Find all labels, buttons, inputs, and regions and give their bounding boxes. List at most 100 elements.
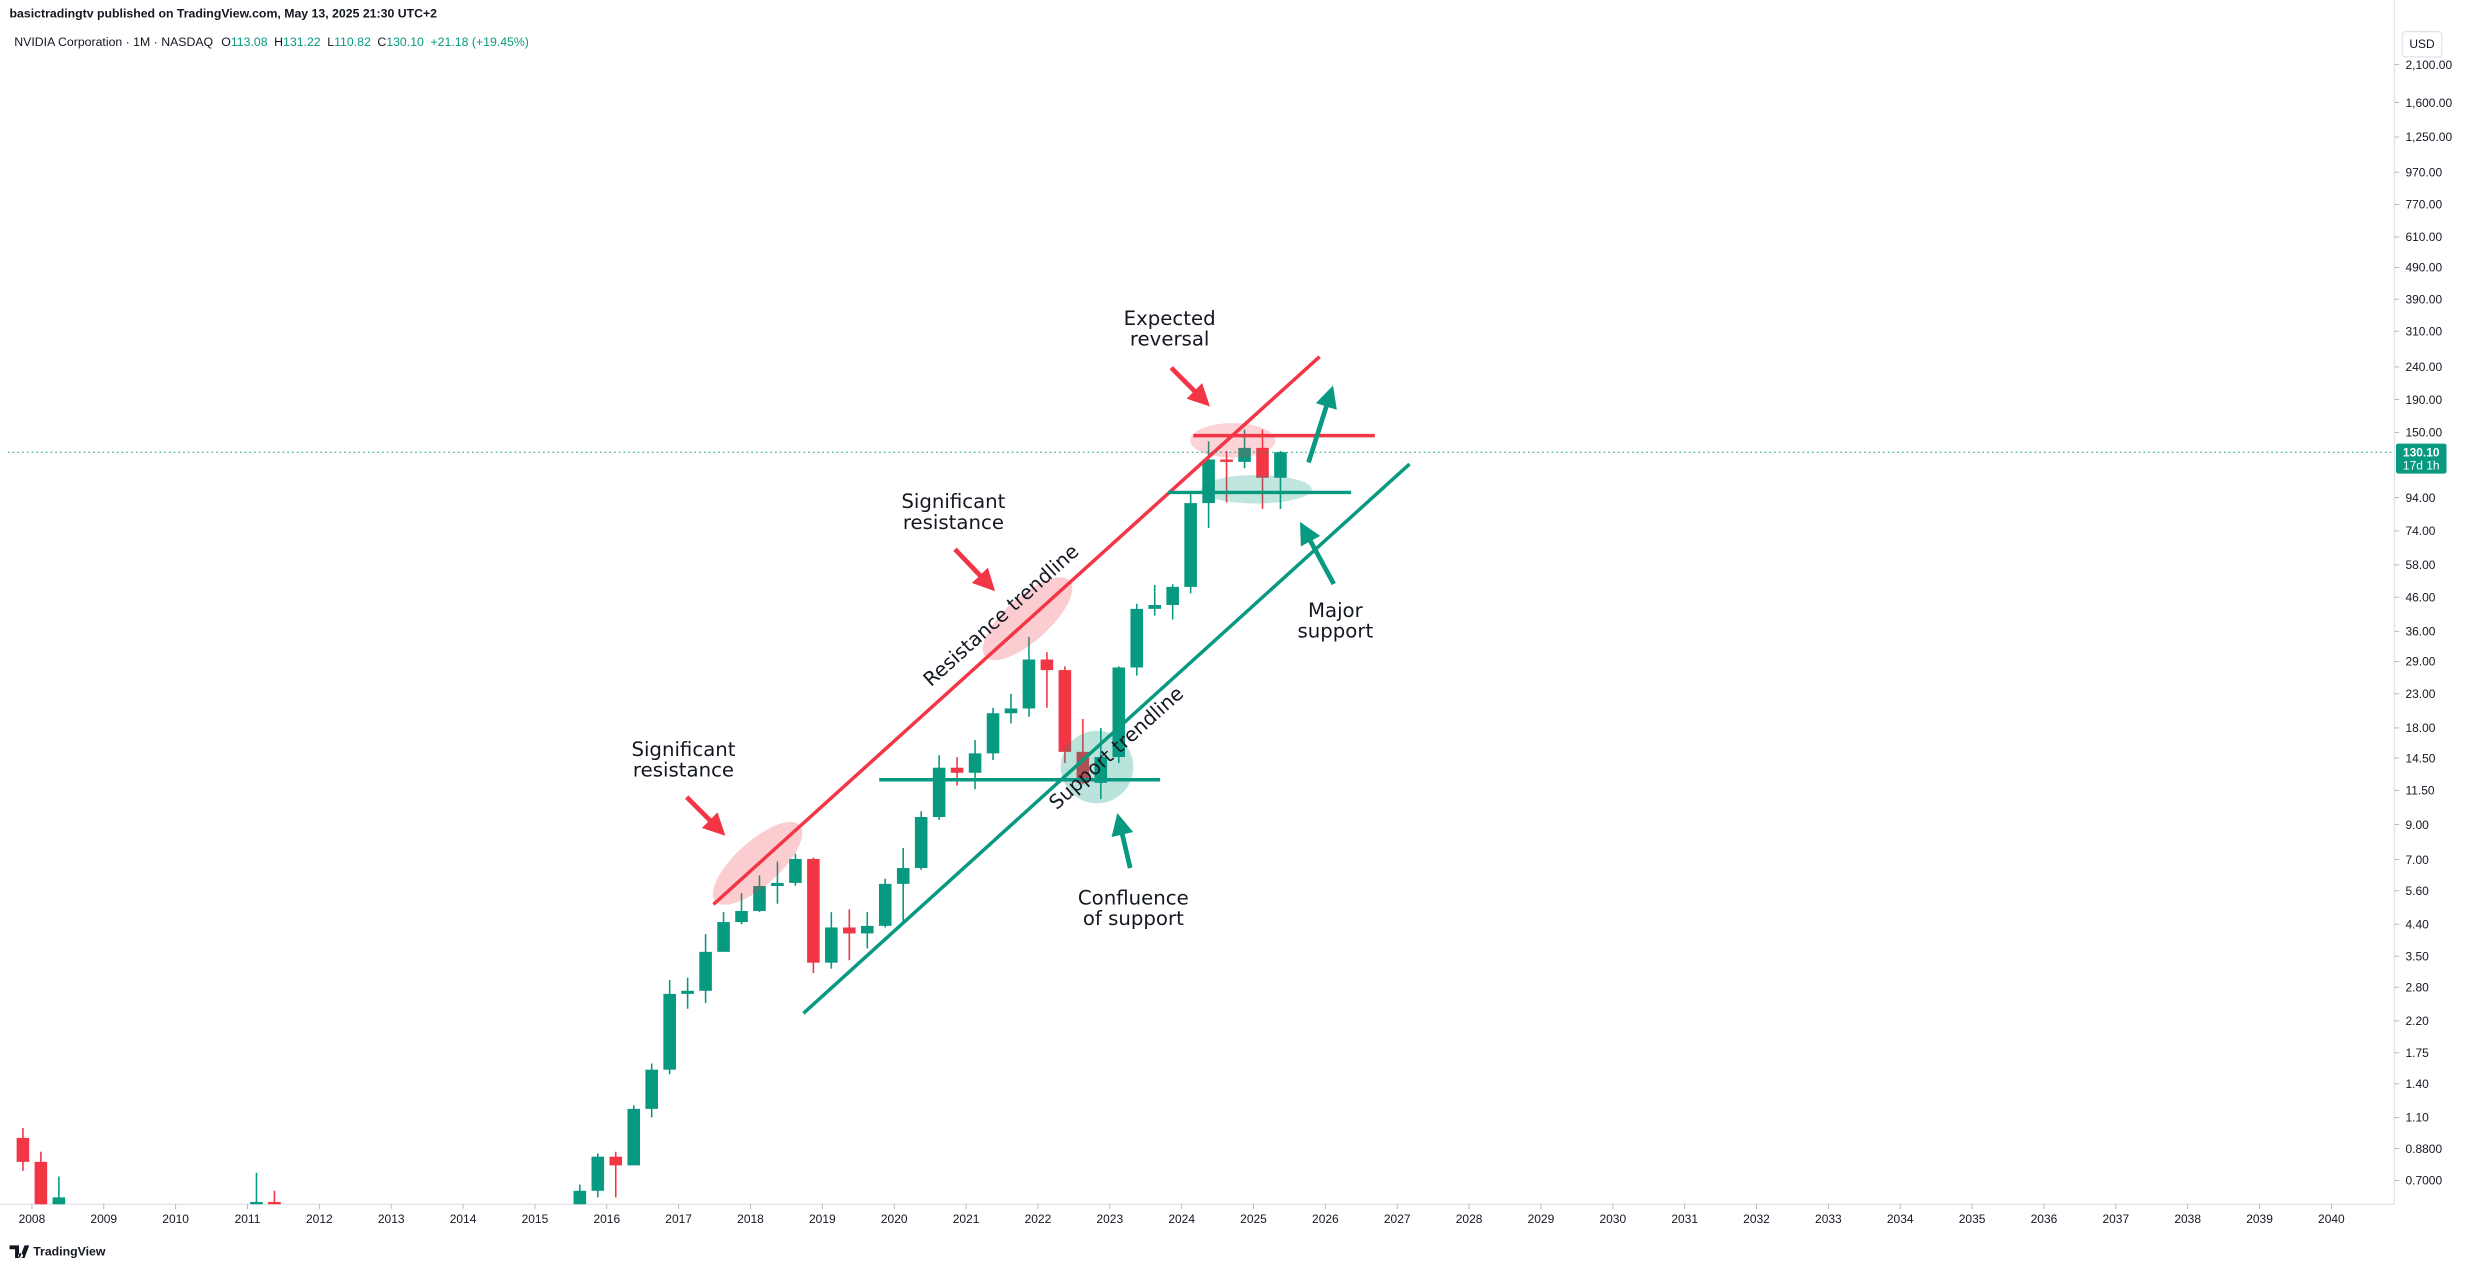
y-tick-label: 2.80: [2405, 981, 2429, 995]
annotation: Expected reversal: [1124, 307, 1216, 351]
candle-body: [573, 1190, 587, 1205]
resistance-trendline: [712, 355, 1321, 906]
candle-body: [1022, 659, 1036, 709]
brand-name: TradingView: [33, 1245, 106, 1259]
annotation-line: Confluence: [1078, 886, 1189, 909]
x-tick-label: 2037: [2102, 1212, 2129, 1226]
candles: [16, 429, 1287, 1205]
x-tick-label: 2021: [953, 1212, 980, 1226]
highlight-zone: [1190, 423, 1276, 458]
candle-body: [627, 1108, 641, 1166]
candle-body: [789, 858, 802, 883]
brand: TradingView: [9, 1245, 106, 1259]
candle-body: [1148, 604, 1161, 609]
y-tick-label: 11.50: [2405, 784, 2434, 798]
candle-body: [1040, 659, 1054, 671]
x-tick-label: 2028: [1456, 1212, 1483, 1226]
x-tick-label: 2038: [2174, 1212, 2201, 1226]
annotation-line: resistance: [903, 511, 1004, 534]
candle-body: [16, 1137, 30, 1162]
x-tick-label: 2014: [450, 1212, 477, 1226]
y-tick-label: 18.00: [2405, 721, 2435, 735]
candle-body: [1076, 751, 1090, 783]
x-tick-label: 2016: [593, 1212, 620, 1226]
y-tick-label: 3.50: [2405, 949, 2429, 963]
publisher-line: basictradingtv published on TradingView.…: [10, 6, 438, 20]
candle-body: [807, 858, 820, 963]
candle-body: [1256, 447, 1269, 478]
candle-body: [699, 951, 712, 991]
y-tick-label: 29.00: [2405, 655, 2435, 669]
x-tick-label: 2030: [1599, 1212, 1626, 1226]
candle-body: [663, 993, 676, 1070]
candle-body: [1058, 670, 1072, 752]
arrow: [1300, 521, 1336, 586]
candle-body: [1220, 459, 1233, 462]
y-tick-label: 0.8800: [2405, 1142, 2442, 1156]
x-tick-label: 2015: [522, 1212, 549, 1226]
y-tick-label: 970.00: [2405, 166, 2442, 180]
currency-box[interactable]: [2401, 30, 2443, 58]
y-tick-label: 1.75: [2405, 1046, 2429, 1060]
y-tick-label: 36.00: [2405, 625, 2435, 639]
candle-body: [1184, 503, 1197, 587]
support-trendline: [802, 462, 1411, 1015]
y-tick-label: 14.50: [2405, 751, 2435, 765]
annotation-line: Significant: [631, 738, 735, 761]
y-tick-label: 2,100.00: [2405, 58, 2452, 72]
candle-body: [771, 882, 784, 887]
x-tick-label: 2013: [378, 1212, 405, 1226]
x-tick-label: 2036: [2031, 1212, 2058, 1226]
y-tick-label: 1,250.00: [2405, 130, 2452, 144]
y-tick-label: 5.60: [2405, 884, 2429, 898]
arrow: [1169, 366, 1210, 407]
arrow: [1306, 385, 1337, 464]
y-tick-label: 490.00: [2405, 261, 2442, 275]
y-tick-label: 23.00: [2405, 687, 2435, 701]
candle-body: [52, 1197, 66, 1205]
x-tick-label: 2033: [1815, 1212, 1842, 1226]
candle-body: [843, 927, 856, 934]
y-tick-label: 58.00: [2405, 558, 2435, 572]
annotation-line: of support: [1083, 907, 1184, 930]
y-tick-label: 310.00: [2405, 325, 2442, 339]
x-tick-label: 2032: [1743, 1212, 1770, 1226]
annotation: Confluence of support: [1078, 886, 1189, 930]
legend-value: 131.22: [283, 35, 321, 49]
annotation-line: resistance: [633, 759, 734, 782]
x-tick-label: 2034: [1887, 1212, 1914, 1226]
x-tick-label: 2018: [737, 1212, 764, 1226]
candle-body: [1004, 708, 1018, 714]
y-tick-label: 46.00: [2405, 590, 2435, 604]
y-tick-label: 770.00: [2405, 198, 2442, 212]
y-tick-label: 7.00: [2405, 853, 2429, 867]
y-tick-label: 1.40: [2405, 1077, 2429, 1091]
candle-body: [681, 990, 694, 994]
x-tick-label: 2012: [306, 1212, 333, 1226]
candle-body: [878, 883, 892, 926]
candle-body: [591, 1156, 605, 1191]
highlight-zone: [1201, 475, 1312, 504]
annotation: Significant resistance: [901, 490, 1005, 534]
brand-logo: [9, 1245, 30, 1258]
x-tick-label: 2035: [1959, 1212, 1986, 1226]
candle-body: [645, 1069, 658, 1109]
y-tick-label: 94.00: [2405, 491, 2435, 505]
last-price-label: 130.10: [2403, 445, 2440, 459]
annotation-line: Significant: [901, 490, 1005, 513]
x-tick-label: 2029: [1528, 1212, 1555, 1226]
x-tick-label: 2023: [1096, 1212, 1123, 1226]
candle-body: [896, 867, 910, 884]
x-tick-label: 2011: [235, 1212, 261, 1226]
candle-body: [34, 1161, 48, 1205]
highlight-zone: [1060, 730, 1134, 804]
y-tick-label: 390.00: [2405, 293, 2442, 307]
x-tick-label: 2025: [1240, 1212, 1267, 1226]
y-tick-label: 1,600.00: [2405, 96, 2452, 110]
y-tick-label: 9.00: [2405, 818, 2429, 832]
annotation-line: support: [1297, 620, 1373, 643]
legend-value: 110.82: [334, 35, 371, 49]
annotation: Significant resistance: [631, 738, 735, 782]
